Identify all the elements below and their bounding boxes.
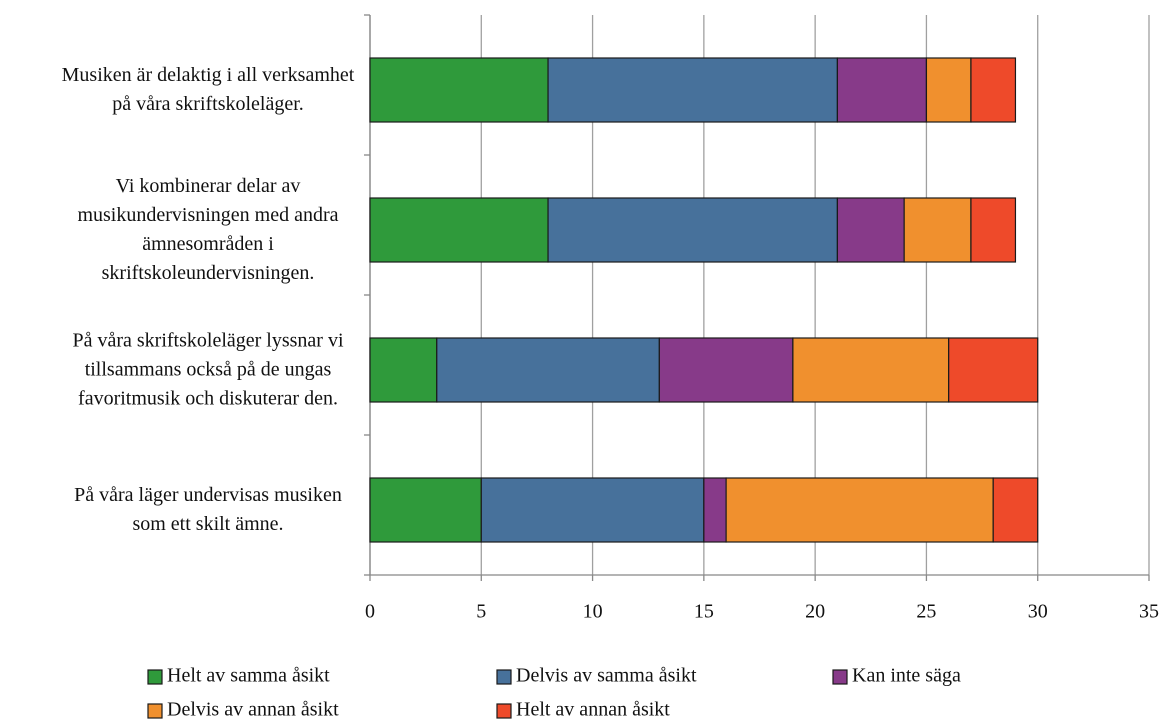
bar-segment (948, 337, 1039, 403)
bar-segment (836, 197, 905, 263)
bar-segment (436, 337, 660, 403)
x-tick-label: 15 (694, 601, 714, 623)
legend-swatch (832, 669, 848, 685)
y-tick-label: På våra skriftskoleläger lyssnar vi till… (72, 329, 344, 410)
x-tick-label: 20 (805, 601, 825, 623)
bar-segment (369, 477, 482, 543)
bar-segment (369, 57, 549, 123)
legend-label: Delvis av samma åsikt (516, 665, 697, 687)
bar-segment (369, 337, 438, 403)
y-tick-label: Vi kombinerar delar av musikundervisning… (77, 175, 339, 284)
legend-label: Kan inte säga (852, 665, 961, 687)
bar-segment (992, 477, 1039, 543)
y-tick-label: Musiken är delaktig i all verksamhet på … (61, 64, 355, 115)
x-tick-label: 25 (916, 601, 936, 623)
legend-swatch (147, 669, 163, 685)
bar-segment (792, 337, 950, 403)
x-tick-label: 5 (476, 601, 486, 623)
bar-segment (658, 337, 794, 403)
bar-segment (725, 477, 994, 543)
legend-label: Delvis av annan åsikt (167, 699, 339, 721)
x-tick-label: 0 (365, 601, 375, 623)
bar-segment (970, 57, 1017, 123)
legend-swatch (496, 669, 512, 685)
x-tick-label: 10 (583, 601, 603, 623)
bar-segment (480, 477, 705, 543)
legend-swatch (147, 703, 163, 719)
bar-segment (369, 197, 549, 263)
bar-segment (703, 477, 727, 543)
bar-segment (903, 197, 972, 263)
legend-label: Helt av annan åsikt (516, 699, 670, 721)
bar-segment (836, 57, 928, 123)
bar-segment (970, 197, 1017, 263)
x-tick-label: 30 (1028, 601, 1048, 623)
bar-segment (547, 197, 838, 263)
y-tick-label: På våra läger undervisas musiken som ett… (74, 484, 342, 535)
bar-segment (547, 57, 838, 123)
legend-swatch (496, 703, 512, 719)
legend-label: Helt av samma åsikt (167, 665, 330, 687)
bar-segment (925, 57, 972, 123)
x-tick-label: 35 (1139, 601, 1159, 623)
